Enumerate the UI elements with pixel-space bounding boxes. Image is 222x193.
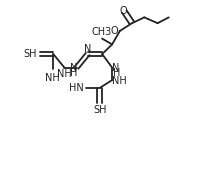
Text: SH: SH (93, 105, 107, 115)
Text: N: N (70, 63, 77, 73)
Text: NH: NH (112, 76, 127, 86)
Text: CH3: CH3 (92, 27, 112, 37)
Text: HN: HN (69, 83, 83, 93)
Text: O: O (111, 26, 118, 36)
Text: N: N (112, 63, 119, 73)
Text: NH: NH (46, 73, 60, 83)
Text: H: H (113, 68, 121, 78)
Text: SH: SH (23, 49, 37, 59)
Text: H: H (70, 68, 77, 78)
Text: N: N (83, 44, 91, 54)
Text: NH: NH (57, 69, 72, 80)
Text: O: O (120, 6, 127, 16)
